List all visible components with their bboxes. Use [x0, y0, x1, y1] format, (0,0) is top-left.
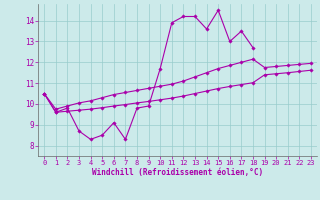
- X-axis label: Windchill (Refroidissement éolien,°C): Windchill (Refroidissement éolien,°C): [92, 168, 263, 177]
